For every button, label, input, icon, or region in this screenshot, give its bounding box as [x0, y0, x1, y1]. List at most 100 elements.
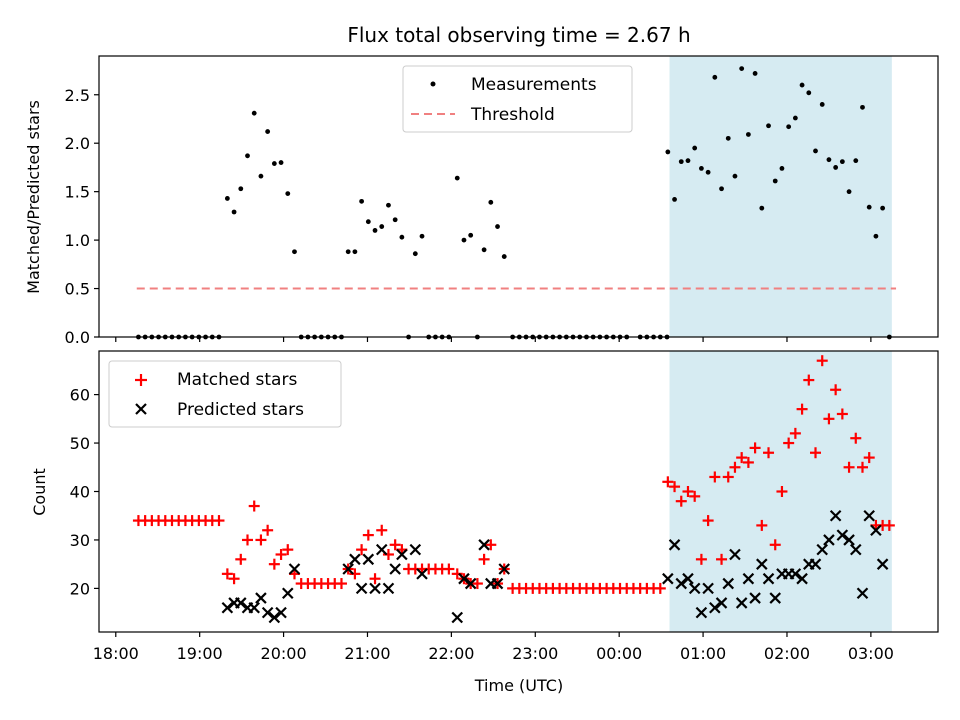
bottom-x-ticks: 18:00 19:00 20:00 21:00 22:00 23:00 00:00 01:00… — [93, 632, 894, 663]
predicted-star-point — [342, 563, 354, 575]
matched-star-point — [451, 568, 463, 580]
matched-star-point — [736, 452, 748, 464]
measurement-point — [739, 66, 745, 71]
legend-predicted-marker — [135, 403, 147, 415]
matched-star-point — [369, 573, 381, 585]
predicted-star-point — [769, 592, 782, 604]
matched-star-point — [850, 432, 862, 444]
x-tick-label: 00:00 — [596, 644, 642, 663]
predicted-star-point — [756, 558, 768, 570]
predicted-star-point — [275, 606, 287, 619]
top-y-tick-label: 0.5 — [65, 280, 90, 299]
measurement-point — [488, 199, 494, 205]
measurement-point — [379, 224, 385, 229]
top-panel: 0.0 0.5 1.0 1.5 2.0 2.5 Matched/Predicted sta… — [24, 55, 939, 347]
bottom-y-tick-label: 30 — [70, 531, 90, 550]
measurement-point — [419, 233, 425, 239]
measurement-point — [271, 161, 277, 166]
legend-threshold-label: Threshold — [470, 105, 555, 125]
measurement-point — [245, 153, 250, 159]
matched-star-point — [823, 413, 835, 425]
measurement-point — [846, 189, 852, 195]
measurement-point — [779, 166, 785, 171]
predicted-star-point — [355, 582, 368, 595]
x-tick-label: 19:00 — [177, 644, 223, 663]
matched-star-point — [816, 355, 828, 367]
measurement-point — [678, 159, 684, 165]
predicted-star-point — [749, 592, 761, 604]
measurement-point — [699, 166, 704, 171]
predicted-star-point — [349, 553, 361, 566]
matched-star-point — [282, 544, 294, 556]
top-y-axis-label: Matched/Predicted stars — [24, 100, 43, 294]
predicted-star-point — [369, 582, 381, 595]
matched-star-point — [836, 408, 848, 420]
matched-star-point — [883, 519, 895, 531]
predicted-star-point — [261, 606, 274, 619]
measurement-point — [745, 132, 751, 137]
measurement-point — [365, 219, 371, 225]
predicted-star-point — [281, 587, 294, 600]
matched-star-point — [689, 490, 701, 502]
measurement-point — [386, 202, 391, 208]
predicted-star-point — [863, 509, 875, 522]
measurement-point — [880, 205, 886, 211]
predicted-star-point — [762, 572, 775, 585]
predicted-star-point — [498, 563, 511, 575]
measurement-point — [826, 157, 832, 163]
bottom-y-ticks: 20 30 40 50 60 — [70, 386, 99, 598]
predicted-star-point — [675, 577, 688, 590]
bottom-y-tick-label: 60 — [70, 386, 90, 405]
legend-measurements-marker — [430, 81, 436, 87]
top-plot-frame — [98, 55, 939, 338]
measurement-point — [772, 178, 778, 184]
measurement-point — [672, 197, 677, 202]
x-tick-label: 20:00 — [261, 644, 307, 663]
predicted-star-point — [396, 548, 408, 561]
measurement-point — [468, 232, 474, 238]
top-y-tick-label: 1.5 — [65, 183, 90, 202]
x-tick-label: 23:00 — [512, 644, 558, 663]
predicted-star-point — [876, 558, 889, 570]
predicted-star-point — [722, 577, 735, 590]
predicted-star-point — [491, 577, 504, 590]
measurement-point — [238, 186, 244, 192]
measurement-point — [454, 175, 460, 181]
matched-star-point — [856, 461, 868, 473]
matched-star-point — [709, 471, 721, 483]
predicted-star-point — [843, 534, 855, 546]
matched-star-point — [803, 374, 815, 386]
legend-matched-marker — [135, 374, 147, 386]
matched-star-point — [669, 481, 681, 493]
predicted-star-point — [375, 543, 388, 556]
measurement-point — [752, 71, 758, 76]
matched-star-point — [763, 447, 775, 459]
predicted-star-point — [695, 606, 708, 619]
top-x-ticks — [115, 337, 872, 342]
matched-star-point — [810, 447, 822, 459]
predicted-star-point — [682, 572, 694, 585]
measurement-point — [725, 135, 731, 141]
top-shaded-region — [669, 56, 892, 337]
measurement-point — [278, 160, 284, 165]
matched-star-point — [213, 515, 225, 527]
matched-star-point — [485, 539, 497, 551]
measurement-point — [352, 249, 358, 255]
measurement-point — [345, 249, 351, 255]
matched-star-point — [662, 476, 674, 488]
measurement-point — [392, 217, 398, 223]
matched-star-point — [863, 452, 875, 464]
measurement-point — [766, 123, 771, 129]
measurement-point — [819, 102, 825, 107]
matched-star-point — [275, 548, 287, 560]
measurement-point — [224, 196, 230, 201]
matched-star-point — [335, 578, 347, 590]
predicted-star-point — [382, 582, 395, 595]
predicted-star-point — [451, 611, 464, 624]
measurement-point — [759, 205, 765, 211]
predicted-star-point — [829, 509, 842, 522]
matched-star-point — [789, 427, 801, 439]
measurement-point — [732, 173, 738, 179]
predicted-star-point — [688, 582, 701, 595]
